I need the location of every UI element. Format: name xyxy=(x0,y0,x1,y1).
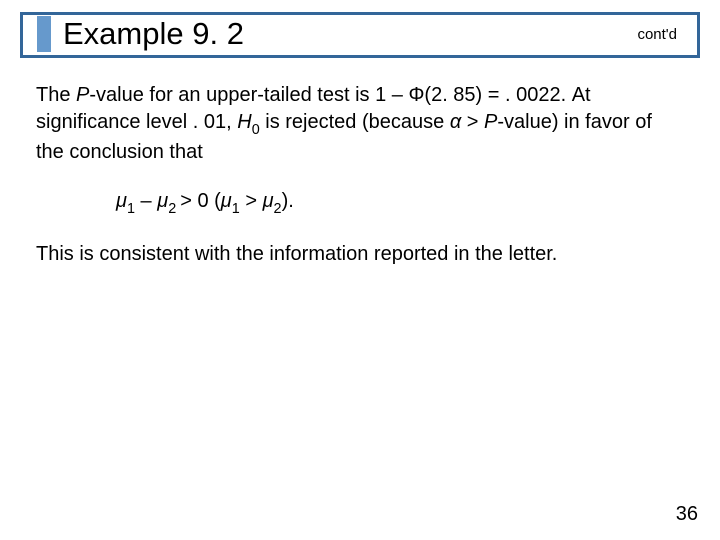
text: – xyxy=(135,190,157,212)
alpha-symbol: α xyxy=(450,111,461,133)
mu-symbol: μ xyxy=(157,190,168,212)
title-container: Example 9. 2 cont'd xyxy=(0,0,720,58)
page-number: 36 xyxy=(676,503,698,526)
text: > 0 ( xyxy=(180,190,221,212)
p-variable: P xyxy=(76,84,89,106)
p-variable: P xyxy=(484,111,497,133)
mu-symbol: μ xyxy=(221,190,232,212)
slide-title: Example 9. 2 xyxy=(63,16,637,52)
equation-line: μ1 – μ2 > 0 (μ1 > μ2). xyxy=(116,188,684,218)
title-accent-bar xyxy=(37,16,51,52)
subscript: 1 xyxy=(127,201,135,217)
text: > xyxy=(461,111,484,133)
subscript: 2 xyxy=(168,201,180,217)
mu-symbol: μ xyxy=(116,190,127,212)
text: ). xyxy=(282,190,294,212)
continued-label: cont'd xyxy=(637,26,683,43)
text: > xyxy=(240,190,263,212)
text: -value for an upper-tailed test is 1 – xyxy=(89,84,408,106)
text: The xyxy=(36,84,76,106)
title-bar: Example 9. 2 cont'd xyxy=(20,12,700,58)
paragraph-1: The P-value for an upper-tailed test is … xyxy=(36,82,684,166)
text: is rejected (because xyxy=(260,111,450,133)
subscript: 2 xyxy=(274,201,282,217)
slide-body: The P-value for an upper-tailed test is … xyxy=(0,58,720,268)
h-variable: H xyxy=(237,111,251,133)
phi-symbol: Φ xyxy=(408,84,424,106)
subscript: 0 xyxy=(252,122,260,138)
paragraph-2: This is consistent with the information … xyxy=(36,241,684,268)
slide: Example 9. 2 cont'd The P-value for an u… xyxy=(0,0,720,540)
mu-symbol: μ xyxy=(263,190,274,212)
subscript: 1 xyxy=(232,201,240,217)
